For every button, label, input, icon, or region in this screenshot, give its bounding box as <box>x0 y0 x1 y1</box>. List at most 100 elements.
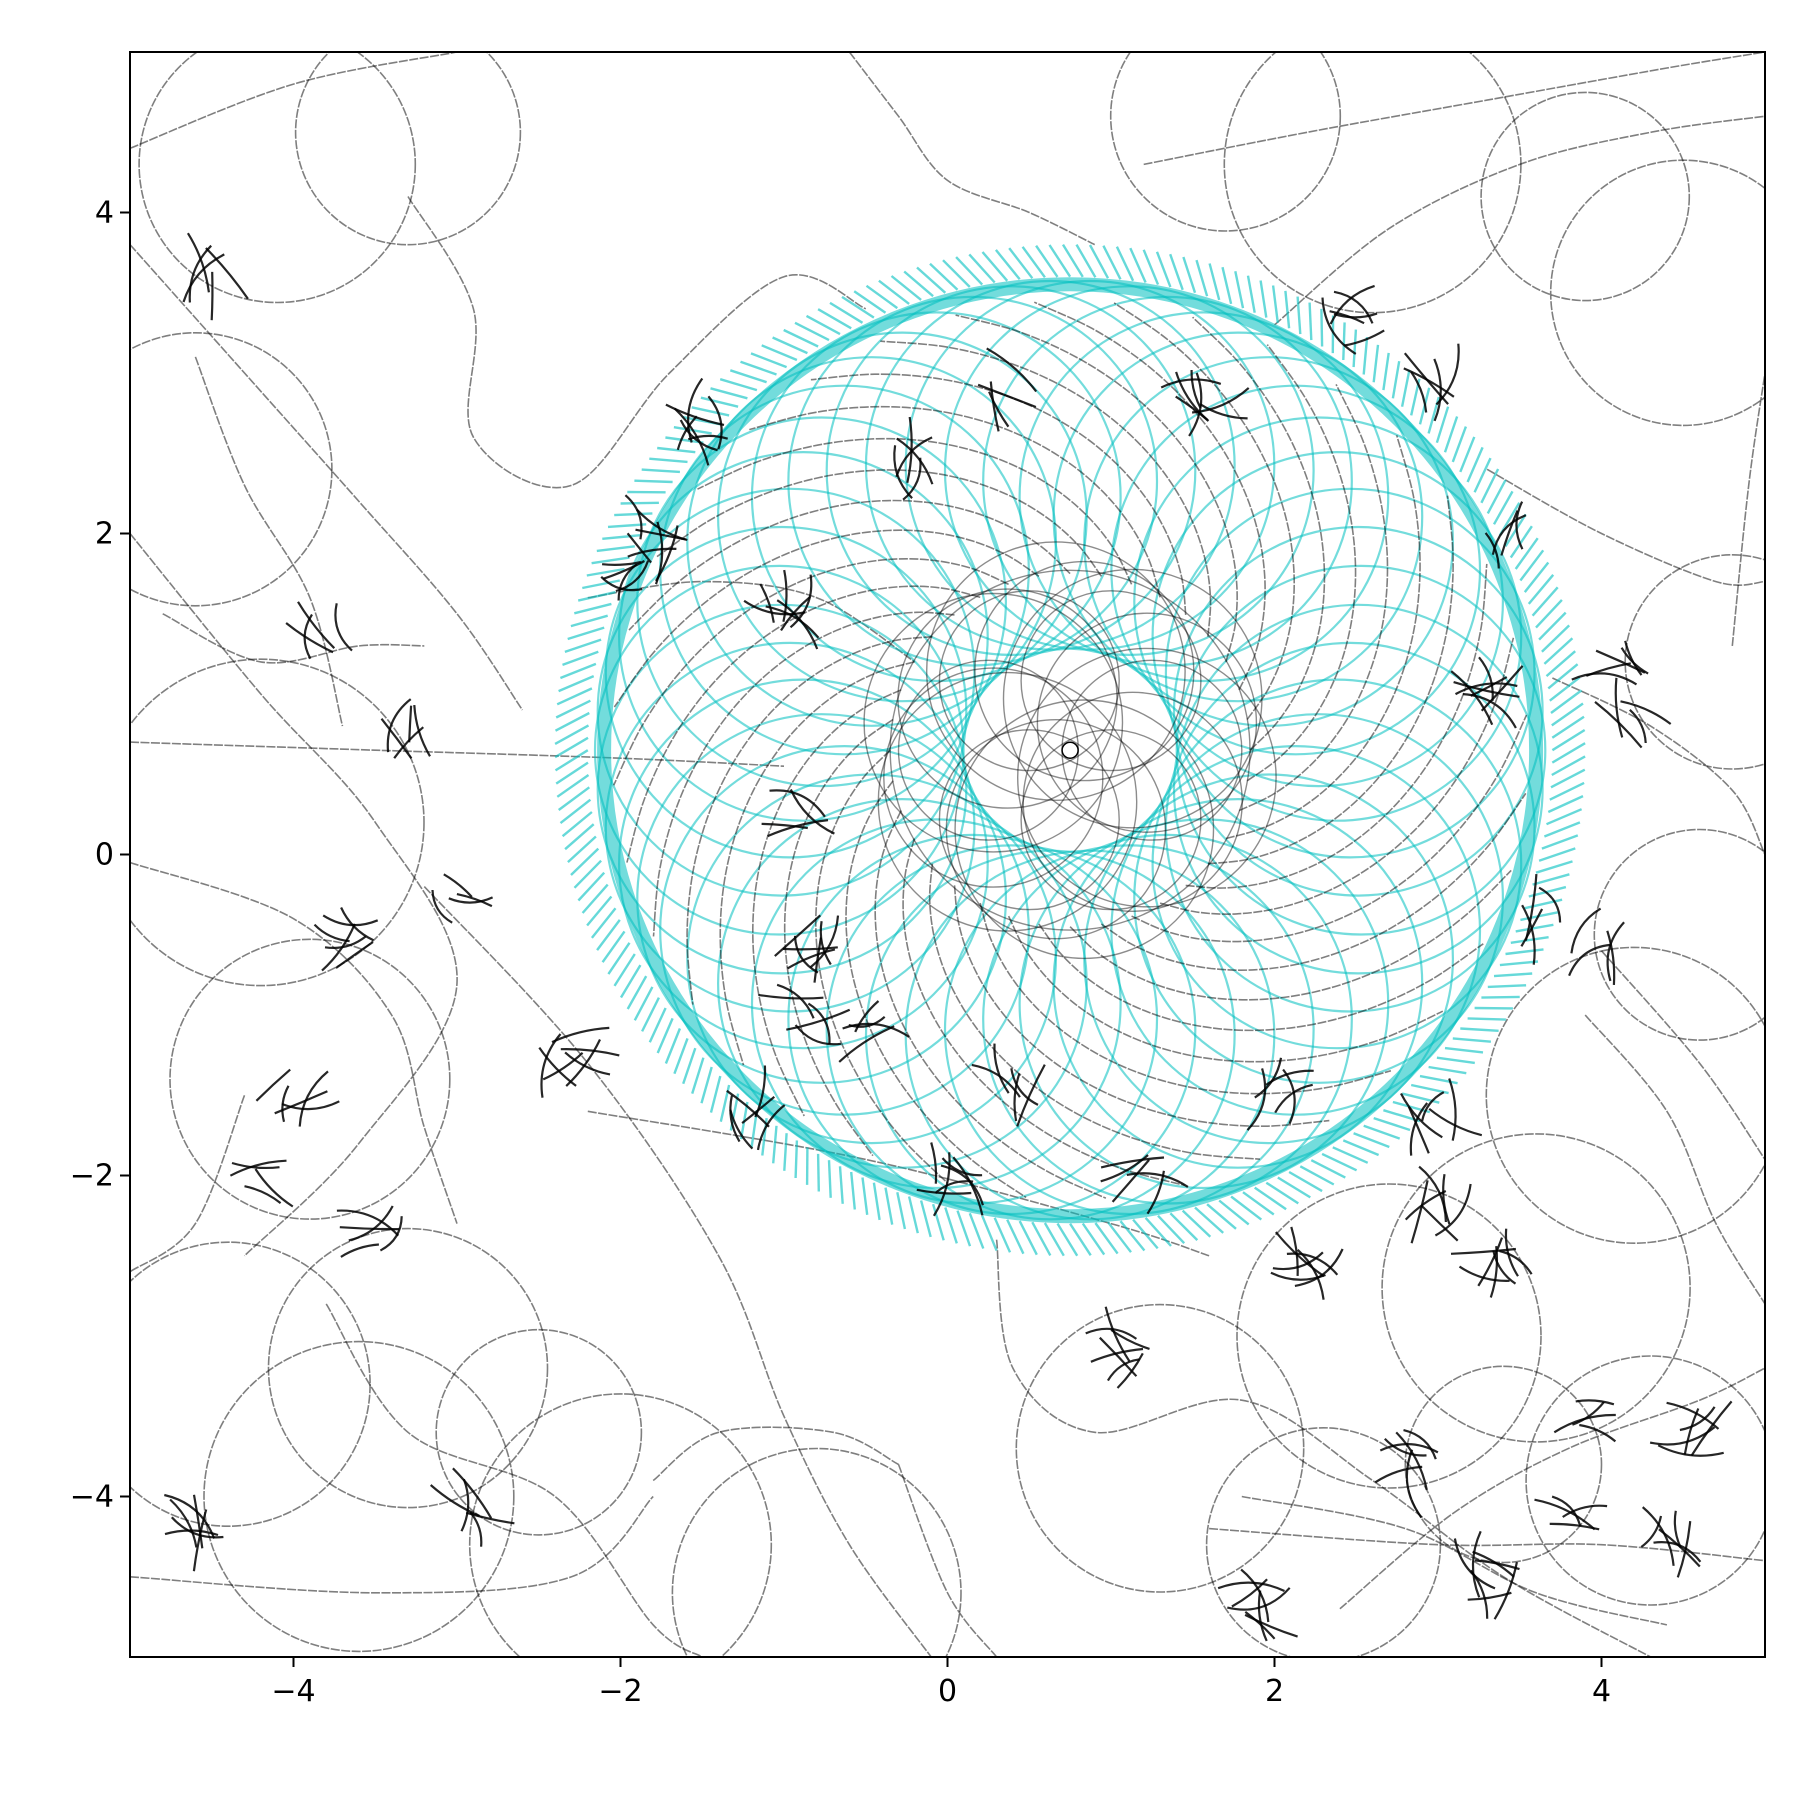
dash-mark <box>789 574 813 629</box>
dash-cluster <box>255 1068 340 1127</box>
vortex-spoke <box>1353 1132 1390 1149</box>
dash-mark <box>469 1511 483 1547</box>
trajectory-loop <box>267 1227 549 1509</box>
vortex-spoke <box>691 406 730 417</box>
dash-mark <box>1553 1413 1616 1434</box>
dash-mark <box>313 923 350 943</box>
vortex-spoke <box>1265 1181 1299 1205</box>
trajectory-line <box>194 356 344 727</box>
vortex-spoke <box>994 249 1021 281</box>
dash-mark <box>386 698 412 753</box>
dash-mark <box>989 381 1000 432</box>
dash-cluster <box>1321 284 1385 355</box>
vortex-spoke <box>1499 960 1539 967</box>
dash-mark <box>1403 1429 1437 1460</box>
dash-mark <box>1500 510 1519 556</box>
vortex-trail <box>953 885 1330 1128</box>
dash-mark <box>1666 1401 1720 1430</box>
dash-mark <box>1227 1587 1291 1611</box>
dash-mark <box>340 1243 379 1258</box>
vortex-spoke <box>1115 246 1135 282</box>
vortex-spoke <box>772 336 808 355</box>
dash-mark <box>1294 1248 1344 1287</box>
trajectory-line <box>848 52 1096 246</box>
vortex-trail <box>1038 923 1484 1032</box>
vortex-spoke <box>981 1215 998 1252</box>
dash-cluster <box>624 494 688 585</box>
dash-mark <box>1657 1444 1724 1457</box>
vortex-spoke <box>1545 650 1576 678</box>
dash-mark <box>1010 1068 1039 1106</box>
dash-mark <box>754 1065 767 1118</box>
y-axis: −4 −2 0 2 4 <box>70 196 130 1515</box>
dash-mark <box>1515 501 1524 550</box>
trajectory-loop <box>671 1447 962 1657</box>
vortex-spoke <box>829 301 864 324</box>
dash-mark <box>1579 1423 1617 1443</box>
vortex-spoke <box>1460 1027 1499 1032</box>
vortex-trail <box>1113 302 1296 720</box>
dash-mark <box>254 1168 294 1208</box>
vortex-spoke <box>1467 1017 1506 1021</box>
vortex-ring <box>596 603 968 975</box>
vortex-spoke <box>968 1212 985 1249</box>
x-tick-label: 2 <box>1265 1674 1284 1709</box>
trajectory-loop <box>1381 1133 1691 1443</box>
vortex-spoke <box>1541 834 1579 850</box>
dash-mark <box>298 1070 329 1127</box>
vortex-spoke <box>1466 446 1484 483</box>
dash-mark <box>842 1022 910 1038</box>
dash-mark <box>1104 1306 1131 1363</box>
vortex-trail <box>955 314 1238 663</box>
dash-mark <box>1453 1538 1496 1590</box>
dash-mark <box>1175 371 1209 421</box>
vortex-spoke <box>682 1047 697 1085</box>
dash-mark <box>977 383 1037 409</box>
vortex-spoke <box>613 953 636 987</box>
dash-mark <box>1420 1204 1459 1242</box>
dash-mark <box>1111 1159 1150 1203</box>
vortex-spoke <box>955 256 984 286</box>
dash-mark <box>986 347 1038 393</box>
vortex-trail <box>783 718 894 1157</box>
vortex-spoke <box>1493 972 1533 978</box>
trajectory-line <box>130 532 458 1257</box>
dash-mark <box>1520 908 1544 947</box>
vortex-trail <box>1246 344 1357 782</box>
dash-mark <box>1649 1426 1716 1446</box>
trajectory-line <box>130 1095 246 1273</box>
dash-mark <box>993 1043 1010 1094</box>
dash-mark <box>1126 1172 1189 1188</box>
vortex-core-orbit <box>954 699 1215 960</box>
dash-mark <box>1624 640 1643 676</box>
dash-mark <box>1013 1073 1021 1122</box>
dash-mark <box>673 407 710 466</box>
vortex-spoke <box>1144 1216 1172 1247</box>
dash-cluster <box>182 232 249 321</box>
dash-mark <box>1100 1156 1165 1169</box>
dash-mark <box>687 377 704 443</box>
vortex-spoke <box>596 919 621 951</box>
vortex-spoke <box>691 1057 705 1094</box>
x-tick-label: −4 <box>271 1674 315 1709</box>
vortex-spoke <box>1182 256 1197 294</box>
vortex-spoke <box>1242 1191 1275 1216</box>
vortex-spoke <box>1443 416 1459 453</box>
trajectory-loop <box>1205 1427 1442 1657</box>
vortex-spoke <box>1259 280 1268 318</box>
vortex-spoke <box>1018 1220 1038 1256</box>
dash-cluster <box>1520 874 1562 965</box>
dash-mark <box>807 1002 831 1045</box>
dash-mark <box>1188 372 1203 437</box>
dash-cluster <box>1453 1530 1520 1620</box>
dash-cluster <box>1571 640 1649 686</box>
vortex-trail <box>1100 792 1527 971</box>
vortex-spoke <box>1332 1146 1369 1164</box>
trajectory-loop <box>1223 52 1522 314</box>
dash-mark <box>1409 1102 1429 1156</box>
vortex-spoke <box>1043 1222 1065 1257</box>
vortex-spoke <box>1551 715 1585 739</box>
vortex-spoke <box>567 626 605 641</box>
short-dash-clusters <box>164 232 1733 1642</box>
dash-cluster <box>758 983 851 1046</box>
